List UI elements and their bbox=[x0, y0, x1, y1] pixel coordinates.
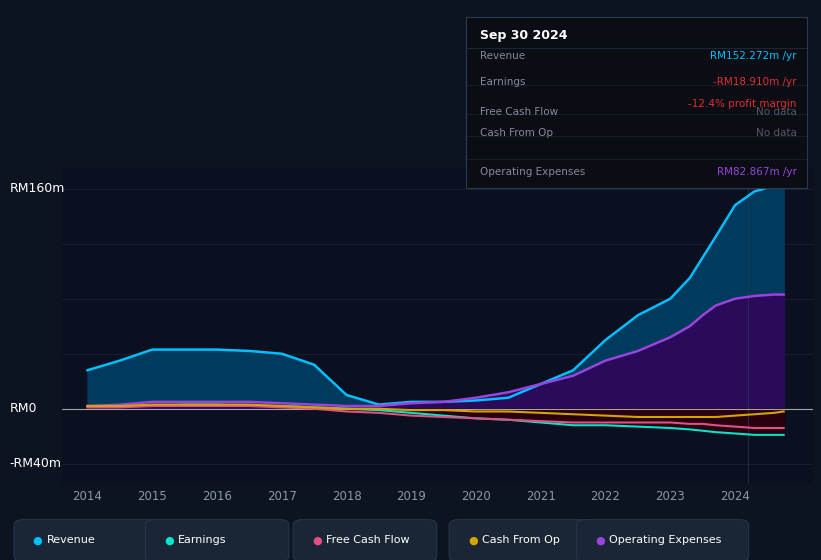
Text: -RM18.910m /yr: -RM18.910m /yr bbox=[713, 77, 797, 87]
Text: Earnings: Earnings bbox=[178, 535, 227, 545]
Text: ●: ● bbox=[595, 535, 605, 545]
Text: RM82.867m /yr: RM82.867m /yr bbox=[717, 167, 797, 177]
Text: RM152.272m /yr: RM152.272m /yr bbox=[710, 51, 797, 61]
Text: Operating Expenses: Operating Expenses bbox=[609, 535, 722, 545]
Text: -RM40m: -RM40m bbox=[10, 458, 62, 470]
Text: Cash From Op: Cash From Op bbox=[480, 128, 553, 138]
Text: No data: No data bbox=[756, 108, 797, 118]
Text: ●: ● bbox=[164, 535, 174, 545]
Text: RM160m: RM160m bbox=[10, 182, 65, 195]
Text: Cash From Op: Cash From Op bbox=[482, 535, 560, 545]
Text: Sep 30 2024: Sep 30 2024 bbox=[480, 29, 567, 42]
Text: Free Cash Flow: Free Cash Flow bbox=[326, 535, 410, 545]
Text: Free Cash Flow: Free Cash Flow bbox=[480, 108, 558, 118]
Text: ●: ● bbox=[33, 535, 43, 545]
Text: No data: No data bbox=[756, 128, 797, 138]
Text: ●: ● bbox=[312, 535, 322, 545]
Text: -12.4% profit margin: -12.4% profit margin bbox=[689, 99, 797, 109]
Text: Revenue: Revenue bbox=[47, 535, 95, 545]
Text: Revenue: Revenue bbox=[480, 51, 525, 61]
Text: Earnings: Earnings bbox=[480, 77, 525, 87]
Text: Operating Expenses: Operating Expenses bbox=[480, 167, 585, 177]
Text: RM0: RM0 bbox=[10, 402, 37, 415]
Text: ●: ● bbox=[468, 535, 478, 545]
